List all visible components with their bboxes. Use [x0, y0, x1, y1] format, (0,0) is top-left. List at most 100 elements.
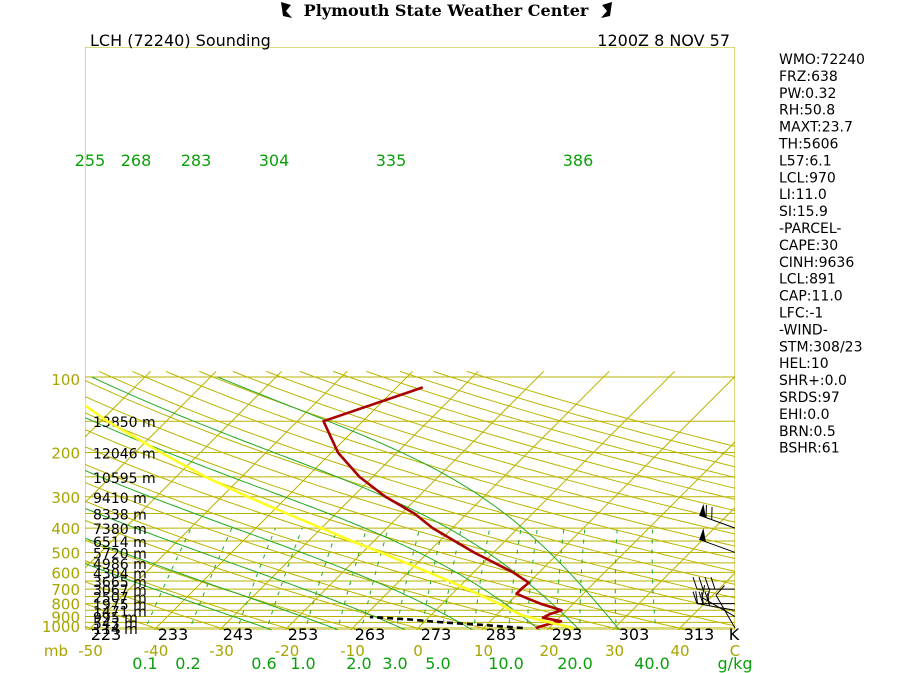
barb-staff [697, 603, 736, 611]
dry-adiabat-line [85, 412, 735, 613]
isotherm-line [415, 371, 675, 630]
index-line: HEL:10 [779, 356, 829, 372]
moist-adiabat-line [91, 376, 581, 630]
mixing-ratio-line [265, 527, 303, 630]
temperature-tick-label: -40 [144, 642, 169, 660]
height-label: 2507 m [93, 591, 147, 607]
dry-adiabat-line [85, 560, 295, 630]
wind-barb [692, 591, 735, 605]
moist-adiabat-line [85, 469, 474, 630]
mixing-ratio-line [614, 528, 618, 630]
moist-adiabat-line [217, 376, 621, 630]
index-line: CAP:11.0 [779, 289, 843, 305]
dry-adiabat-line [266, 370, 735, 512]
temperature-tick-label: 20 [539, 642, 558, 660]
wind-barbs [692, 503, 736, 629]
height-label: 1975 m [93, 598, 147, 614]
index-line: SI:15.9 [779, 204, 828, 220]
height-label: 12046 m [93, 447, 156, 463]
mixing-ratio-line [144, 527, 192, 630]
pressure-label: 700 [51, 581, 80, 599]
temperature-tick-label: -20 [275, 642, 300, 660]
mixing-ratio-line [526, 528, 538, 630]
dry-adiabat-line [85, 463, 625, 630]
wind-barb [699, 528, 736, 553]
temperature-tick-label: 40 [670, 642, 689, 660]
theta-label: 253 [288, 625, 319, 644]
theta-e-label: 255 [75, 151, 106, 170]
moist-adiabat-line [85, 507, 407, 630]
theta-label: 233 [158, 625, 189, 644]
datetime-label: 1200Z 8 NOV 57 [597, 31, 730, 50]
barb-pennant [699, 528, 706, 542]
indices-panel: WMO:72240FRZ:638PW:0.32RH:50.8MAXT:23.7T… [778, 52, 865, 457]
mixing-ratio-line [441, 527, 462, 630]
isotherm-line [677, 572, 735, 630]
isotherm-line [546, 441, 735, 630]
isotherm-line [85, 371, 151, 438]
mixing-ratio-line [304, 527, 338, 630]
height-label: 4986 m [93, 557, 147, 573]
height-label: 3067 m [93, 583, 147, 599]
mixing-ratio-labels: 0.1 0.2 0.6 1.0 2.0 3.0 5.0 10.0 20.0 40.0 g/kg [132, 654, 752, 673]
dry-adiabat-line [199, 370, 735, 535]
height-label: 13850 m [93, 415, 156, 431]
index-line: CAPE:30 [779, 238, 838, 254]
height-label: 114 m [93, 622, 138, 638]
barb-flag [704, 576, 710, 590]
moist-adiabat-line [85, 562, 274, 630]
mixing-ratio-line [188, 527, 233, 630]
barb-pennant [699, 503, 706, 518]
dewpoint-line [369, 615, 523, 630]
dry-adiabat-line [433, 370, 735, 458]
temperature-axis-labels: mb -50 -40 -30 -20 -10 0 10 20 30 40 C [44, 642, 740, 660]
isotherm-line [218, 371, 479, 630]
barb-flag [704, 591, 710, 604]
dry-adiabat-line [85, 446, 690, 630]
theta-label: 223 [91, 625, 122, 644]
parcel-line [85, 403, 574, 630]
index-line: RH:50.8 [779, 103, 835, 119]
index-line: TH:5606 [778, 137, 839, 153]
moist-adiabat-line [85, 537, 340, 630]
pressure-label: 800 [51, 596, 80, 614]
dry-adiabat-line [98, 370, 735, 572]
index-line: SHR+:0.0 [779, 373, 847, 389]
height-label: 4304 m [93, 566, 147, 582]
temperature-line [322, 386, 563, 630]
mixing-ratio-line [421, 527, 444, 630]
index-line: BSHR:61 [779, 441, 840, 457]
temperature-tick-label: C [730, 642, 740, 660]
mixing-ratio-label: 20.0 [557, 654, 593, 673]
barb-flag [698, 576, 704, 590]
height-label: 6514 m [93, 535, 147, 551]
theta-label: 243 [223, 625, 254, 644]
mixing-ratio-line [651, 528, 657, 630]
left-flag-icon [281, 2, 292, 18]
pressure-label: 200 [51, 445, 80, 463]
theta-label: 313 [684, 625, 715, 644]
dry-adiabat-line [299, 370, 735, 500]
index-line: -PARCEL- [779, 221, 841, 237]
plot-frame [85, 47, 735, 630]
dry-adiabat-line [0, 371, 38, 633]
isotherm-line [611, 506, 735, 630]
mixing-ratio-line [579, 528, 586, 630]
theta-e-label: 386 [563, 151, 594, 170]
moist-adiabat-line [85, 416, 541, 630]
mixing-ratio-label: 1.0 [290, 654, 315, 673]
theta-label: K [729, 625, 740, 644]
pressure-label: 400 [51, 520, 80, 538]
index-line: FRZ:638 [779, 69, 838, 85]
mixing-ratio-label: 2.0 [346, 654, 371, 673]
barb-flag [715, 585, 725, 596]
station-label: LCH (72240) Sounding [90, 31, 271, 50]
mixing-ratio-line [395, 527, 421, 630]
temperature-tick-label: -10 [340, 642, 365, 660]
dry-adiabat-line [85, 603, 163, 630]
dry-adiabat-line [466, 370, 735, 447]
theta-label: 293 [552, 625, 583, 644]
index-line: MAXT:23.7 [779, 120, 853, 136]
